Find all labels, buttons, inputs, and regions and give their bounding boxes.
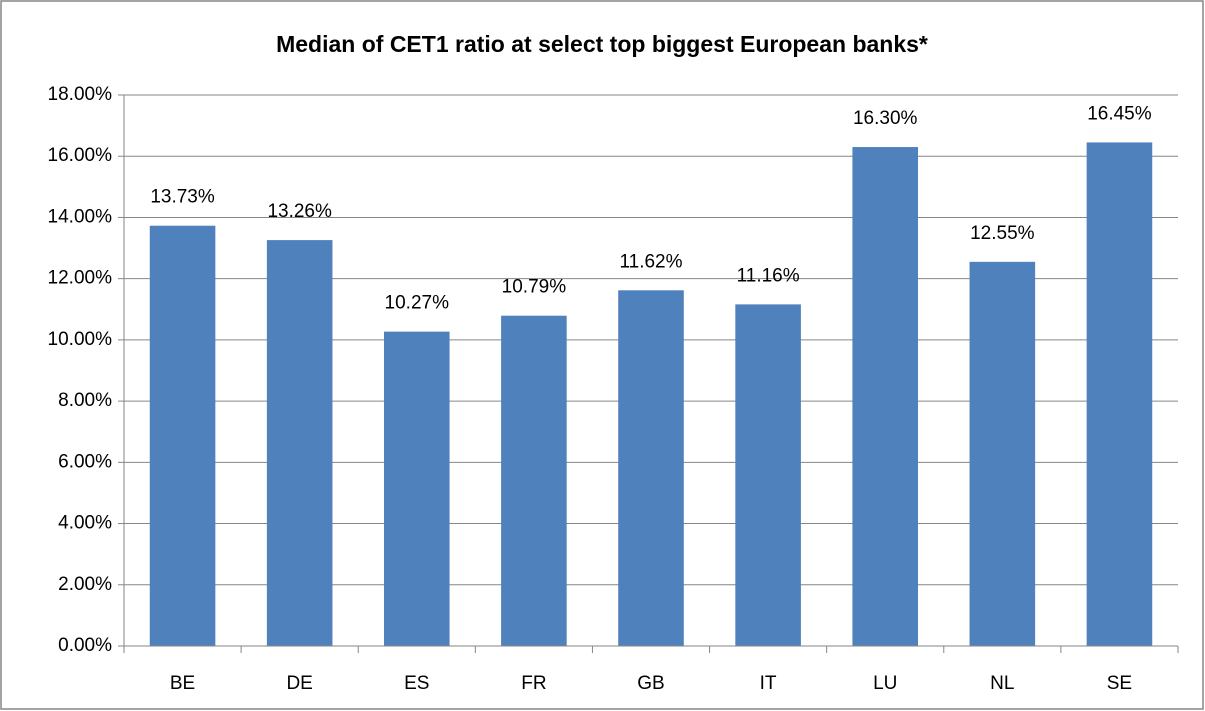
data-label: 16.45%: [1087, 103, 1152, 124]
data-label: 13.26%: [267, 201, 332, 222]
data-label: 16.30%: [853, 108, 918, 129]
data-label: 11.16%: [737, 265, 800, 286]
data-label: 12.55%: [970, 223, 1035, 244]
x-tick-label: ES: [404, 673, 429, 694]
x-tick-label: FR: [521, 673, 546, 694]
y-tick-label: 6.00%: [58, 451, 112, 472]
chart-title: Median of CET1 ratio at select top bigge…: [276, 31, 928, 57]
x-tick-label: SE: [1107, 673, 1132, 694]
y-tick-label: 10.00%: [48, 329, 113, 350]
x-tick-label: IT: [760, 673, 777, 694]
bar: [852, 147, 919, 647]
bar: [266, 240, 333, 646]
bar: [735, 304, 801, 646]
y-tick-label: 16.00%: [48, 145, 113, 166]
x-tick-label: GB: [637, 673, 664, 694]
data-label: 13.73%: [150, 187, 215, 208]
data-label: 10.27%: [385, 293, 450, 314]
y-tick-label: 12.00%: [48, 268, 113, 289]
x-tick-label: LU: [873, 673, 897, 694]
bar: [501, 315, 567, 646]
bar: [149, 225, 216, 646]
y-tick-label: 2.00%: [58, 574, 112, 595]
bar: [383, 331, 450, 646]
y-tick-label: 0.00%: [58, 635, 112, 656]
bar: [618, 290, 684, 646]
y-tick-label: 8.00%: [58, 390, 112, 411]
y-tick-label: 4.00%: [58, 513, 112, 534]
bar: [969, 261, 1036, 646]
bar: [1086, 142, 1153, 647]
y-tick-label: 18.00%: [48, 84, 113, 105]
data-label: 10.79%: [502, 277, 567, 298]
data-label: 11.62%: [619, 251, 682, 272]
x-tick-label: DE: [286, 673, 312, 694]
x-tick-label: NL: [990, 673, 1014, 694]
y-tick-label: 14.00%: [48, 206, 113, 227]
x-tick-label: BE: [170, 673, 195, 694]
